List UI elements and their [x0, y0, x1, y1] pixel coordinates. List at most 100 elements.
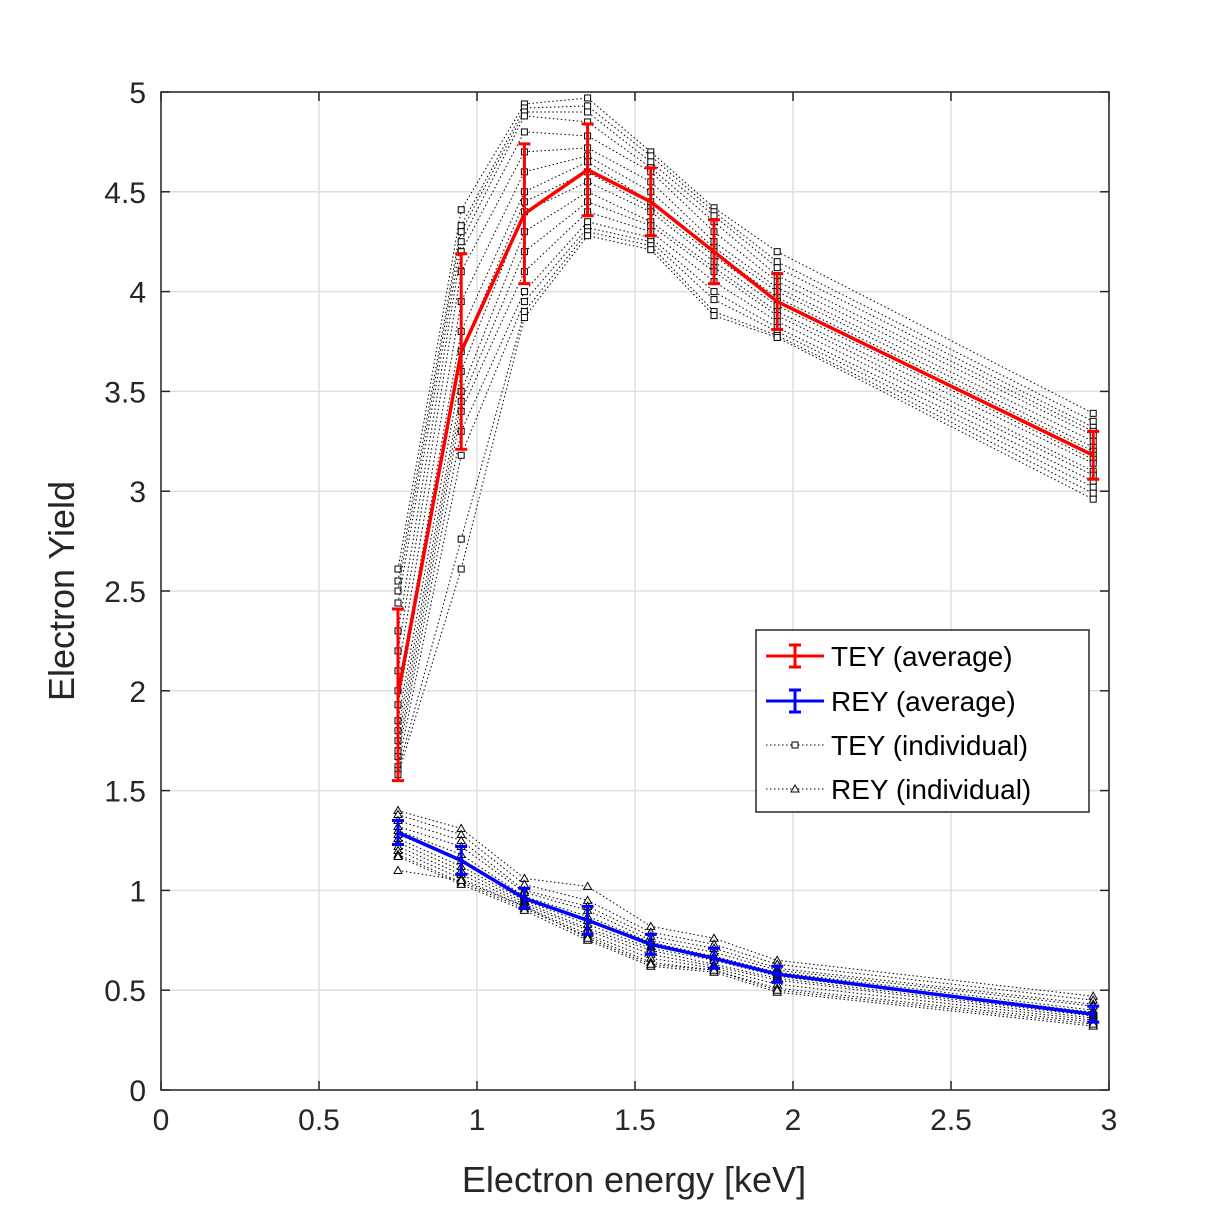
tey-individual-point [584, 102, 592, 110]
y-tick-label: 4.5 [104, 177, 146, 210]
tey-individual-point [1089, 495, 1097, 503]
tey-individual-point [1089, 409, 1097, 417]
y-tick-label: 0.5 [104, 975, 146, 1008]
x-axis-label: Electron energy [keV] [462, 1159, 806, 1200]
x-tick-label: 1 [469, 1104, 486, 1137]
rey-individual-point [393, 851, 403, 860]
y-tick-label: 1.5 [104, 776, 146, 809]
tey-individual-point [773, 264, 781, 272]
tey-individual-point [584, 94, 592, 102]
legend-box [755, 629, 1090, 813]
rey-average-line [397, 830, 1094, 1016]
rey-individual-run-line [397, 869, 1094, 1025]
tey-individual-point [647, 152, 655, 160]
y-tick-label: 2.5 [104, 576, 146, 609]
tey-individual-point [520, 288, 528, 296]
tey-individual-point [457, 238, 465, 246]
tey-individual-point [584, 108, 592, 116]
rey-individual-run-line [397, 856, 1094, 1027]
tey-individual-point [394, 599, 402, 607]
tey-individual-point [773, 258, 781, 266]
tey-individual-point [457, 451, 465, 459]
tey-individual-point [457, 206, 465, 214]
tey-individual-point [520, 112, 528, 120]
y-tick-label: 0 [129, 1075, 146, 1108]
tey-average-line [396, 168, 1094, 696]
y-tick-label: 3.5 [104, 376, 146, 409]
rey-individual-point [456, 875, 467, 884]
tey-individual-point [710, 288, 718, 296]
x-tick-label: 2.5 [930, 1104, 972, 1137]
x-tick-labels: 0 0.5 1 1.5 2 2.5 3 [153, 1104, 1118, 1137]
y-tick-label: 3 [129, 476, 146, 509]
legend-label: TEY (individual) [831, 730, 1028, 761]
y-tick-label: 1 [129, 875, 146, 908]
rey-individual-run-line [397, 810, 1094, 997]
tey-individual-run-line [397, 97, 1094, 570]
rey-individual-run-line [397, 842, 1094, 1017]
tey-individual-point [394, 577, 402, 585]
legend-entry-rey-individual: REY (individual) [766, 774, 1031, 805]
tey-individual-point [710, 312, 718, 320]
axis-ticks [160, 91, 1110, 1091]
rey-individual-run-line [397, 826, 1094, 1007]
tey-individual-point [457, 228, 465, 236]
average-series [392, 122, 1100, 1024]
legend-label: REY (individual) [831, 774, 1031, 805]
legend-label: TEY (average) [831, 641, 1013, 672]
x-tick-label: 2 [785, 1104, 802, 1137]
tey-individual-point [710, 212, 718, 220]
y-axis-label: Electron Yield [41, 481, 82, 701]
legend-label: REY (average) [831, 686, 1016, 717]
tey-individual-point [457, 565, 465, 573]
tey-individual-point [1089, 417, 1097, 425]
tey-individual-point [394, 565, 402, 573]
x-tick-label: 0.5 [298, 1104, 340, 1137]
legend-entry-rey-average: REY (average) [766, 686, 1016, 717]
rey-individual-run-line [397, 846, 1094, 1019]
y-tick-label: 5 [129, 77, 146, 110]
tey-individual-point [1089, 489, 1097, 497]
tey-individual-run-line [397, 221, 1094, 757]
x-tick-label: 1.5 [614, 1104, 656, 1137]
triangle-marker-icon [790, 783, 800, 793]
tey-individual-point [457, 535, 465, 543]
tey-individual-point [520, 308, 528, 316]
legend-entry-tey-average: TEY (average) [766, 641, 1013, 672]
rey-individual-run-line [397, 838, 1094, 1015]
tey-individual-point [520, 298, 528, 306]
rey-individual-point [582, 933, 593, 942]
rey-individual-run-line [397, 850, 1094, 1021]
legend-entry-tey-individual: TEY (individual) [766, 730, 1028, 761]
rey-individual-point [645, 959, 656, 968]
rey-individual-point [582, 881, 593, 890]
tey-individual-run-line [397, 227, 1094, 767]
tey-individual-point [584, 232, 592, 240]
tey-individual-point [710, 296, 718, 304]
tey-individual-point [520, 128, 528, 136]
tey-individual-point [647, 158, 655, 166]
tey-individual-point [394, 587, 402, 595]
rey-individual-run-line [397, 830, 1094, 1011]
square-marker-icon [791, 741, 799, 749]
tey-individual-run-line [397, 201, 1094, 741]
tey-individual-run-line [397, 161, 1094, 691]
x-tick-label: 3 [1101, 1104, 1118, 1137]
tey-individual-run-line [397, 155, 1094, 671]
rey-individual-point [772, 985, 783, 994]
rey-individual-run-line [397, 820, 1094, 1005]
tey-individual-point [584, 218, 592, 226]
y-tick-label: 2 [129, 676, 146, 709]
tey-individual-point [773, 334, 781, 342]
rey-individual-run-line [397, 854, 1094, 1023]
rey-individual-point [393, 865, 403, 874]
tey-individual-point [647, 246, 655, 254]
x-tick-label: 0 [153, 1104, 170, 1137]
y-tick-labels: 0 0.5 1 1.5 2 2.5 3 3.5 4 4.5 5 [104, 77, 146, 1108]
tey-individual-point [520, 314, 528, 322]
tey-individual-point [1089, 483, 1097, 491]
y-tick-label: 4 [129, 277, 146, 310]
tey-individual-run-line [397, 115, 1094, 604]
legend: TEY (average) REY (average) TEY (individ… [755, 629, 1090, 813]
